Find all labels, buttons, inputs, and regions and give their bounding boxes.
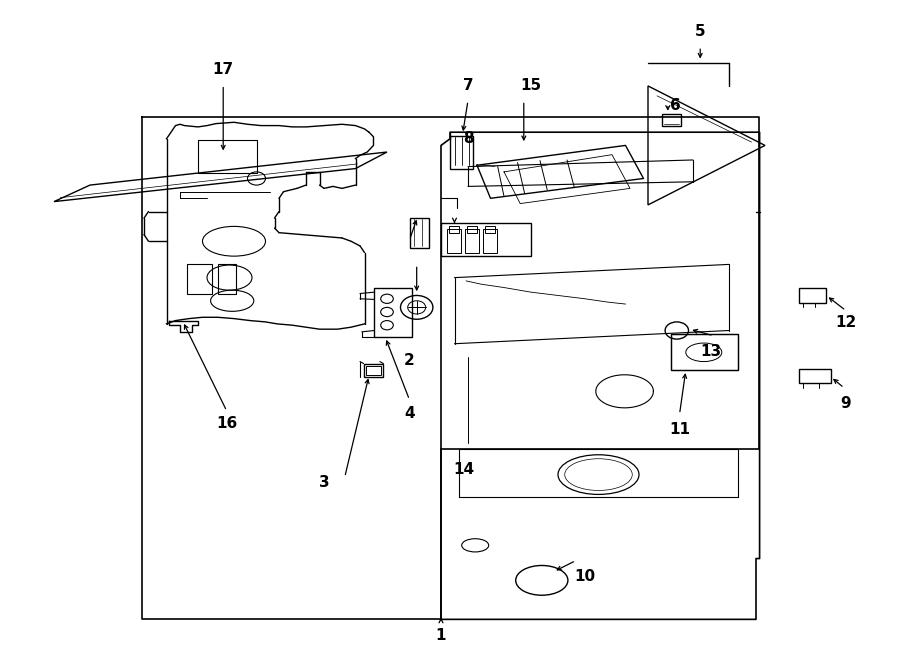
Text: 10: 10 (574, 569, 596, 584)
Text: 6: 6 (670, 98, 680, 113)
Bar (198, 140, 256, 173)
Text: 17: 17 (212, 62, 234, 77)
Bar (450, 136, 472, 169)
Bar (187, 264, 212, 294)
Bar (364, 364, 383, 377)
Text: 13: 13 (700, 344, 722, 359)
Text: 11: 11 (669, 422, 690, 437)
Bar (483, 229, 497, 253)
Text: 12: 12 (835, 315, 857, 330)
Text: 14: 14 (453, 462, 474, 477)
Bar (366, 366, 381, 375)
Text: 2: 2 (404, 353, 415, 368)
Bar (218, 264, 236, 294)
Text: 5: 5 (695, 24, 706, 39)
Text: 3: 3 (319, 475, 329, 490)
Bar (410, 218, 429, 248)
Text: 16: 16 (216, 416, 238, 430)
Text: 7: 7 (463, 79, 473, 93)
Bar (465, 229, 479, 253)
Bar (662, 114, 681, 126)
Text: 9: 9 (841, 396, 851, 410)
Text: 1: 1 (436, 629, 446, 643)
Bar (799, 288, 826, 303)
Text: 8: 8 (463, 132, 473, 146)
Bar (670, 334, 738, 370)
Text: 15: 15 (520, 79, 542, 93)
Bar (447, 229, 461, 253)
Bar (670, 334, 738, 370)
Bar (374, 288, 412, 337)
Bar (449, 226, 459, 233)
Text: 4: 4 (404, 406, 415, 420)
Bar (799, 369, 831, 383)
Bar (467, 226, 477, 233)
Bar (485, 226, 495, 233)
Bar (441, 223, 531, 256)
